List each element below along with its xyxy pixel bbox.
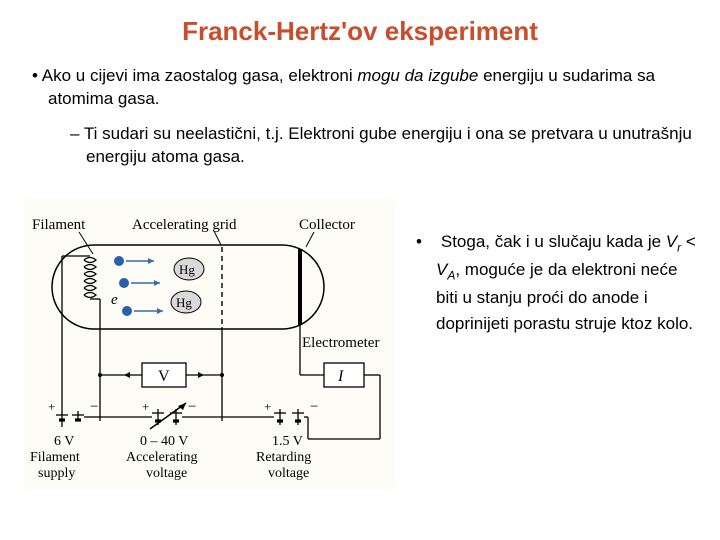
page-title: Franck-Hertz'ov eksperiment xyxy=(0,0,720,61)
bullet-l1-em: mogu da izgube xyxy=(357,66,478,85)
ret-v-label-1: Retarding xyxy=(256,450,311,465)
electrometer-label: Electrometer xyxy=(302,335,379,351)
ammeter-symbol: I xyxy=(337,368,344,385)
acc-v-label-1: Accelerating xyxy=(126,450,198,465)
onefive-v-label: 1.5 V xyxy=(272,434,303,449)
franck-hertz-diagram: Filament Accelerating grid Collector xyxy=(24,199,394,489)
filament-label: Filament xyxy=(32,217,86,233)
lower-row: Filament Accelerating grid Collector xyxy=(0,179,720,489)
svg-text:−: − xyxy=(188,399,196,415)
electron-label: e xyxy=(111,292,118,308)
forty-v-label: 0 – 40 V xyxy=(140,434,188,449)
svg-text:+: + xyxy=(48,399,55,414)
diagram-column: Filament Accelerating grid Collector xyxy=(24,199,394,489)
svg-text:−: − xyxy=(310,399,318,415)
right-mid1: < xyxy=(681,232,696,251)
right-v1: V xyxy=(666,232,677,251)
right-post: , moguće je da elektroni neće biti u sta… xyxy=(436,260,693,333)
grid-label: Accelerating grid xyxy=(132,217,237,233)
six-v-label: 6 V xyxy=(54,434,74,449)
filament-supply-label-2: supply xyxy=(38,466,75,481)
hg-atom-2: Hg xyxy=(171,291,201,313)
bullet-l1-pre: Ako u cijevi ima zaostalog gasa, elektro… xyxy=(42,66,358,85)
svg-text:Hg: Hg xyxy=(179,262,195,277)
collector-label: Collector xyxy=(299,217,355,233)
acc-v-label-2: voltage xyxy=(146,466,187,481)
svg-text:Hg: Hg xyxy=(176,295,192,310)
svg-text:−: − xyxy=(90,399,98,415)
right-column: Stoga, čak i u slučaju kada je Vr < VA, … xyxy=(412,199,700,489)
right-bullet: Stoga, čak i u slučaju kada je Vr < VA, … xyxy=(412,199,700,338)
filament-supply-label-1: Filament xyxy=(30,450,80,465)
ret-v-label-2: voltage xyxy=(268,466,309,481)
ammeter-box xyxy=(324,363,364,387)
svg-text:+: + xyxy=(264,399,271,414)
voltmeter-symbol: V xyxy=(158,368,170,385)
right-v2: V xyxy=(436,260,447,279)
bullet-level-2: Ti sudari su neelastični, t.j. Elektroni… xyxy=(0,119,720,179)
right-pre: Stoga, čak i u slučaju kada je xyxy=(441,232,666,251)
svg-text:+: + xyxy=(142,399,149,414)
hg-atom-1: Hg xyxy=(174,258,204,280)
bullet-level-1: Ako u cijevi ima zaostalog gasa, elektro… xyxy=(0,61,720,119)
